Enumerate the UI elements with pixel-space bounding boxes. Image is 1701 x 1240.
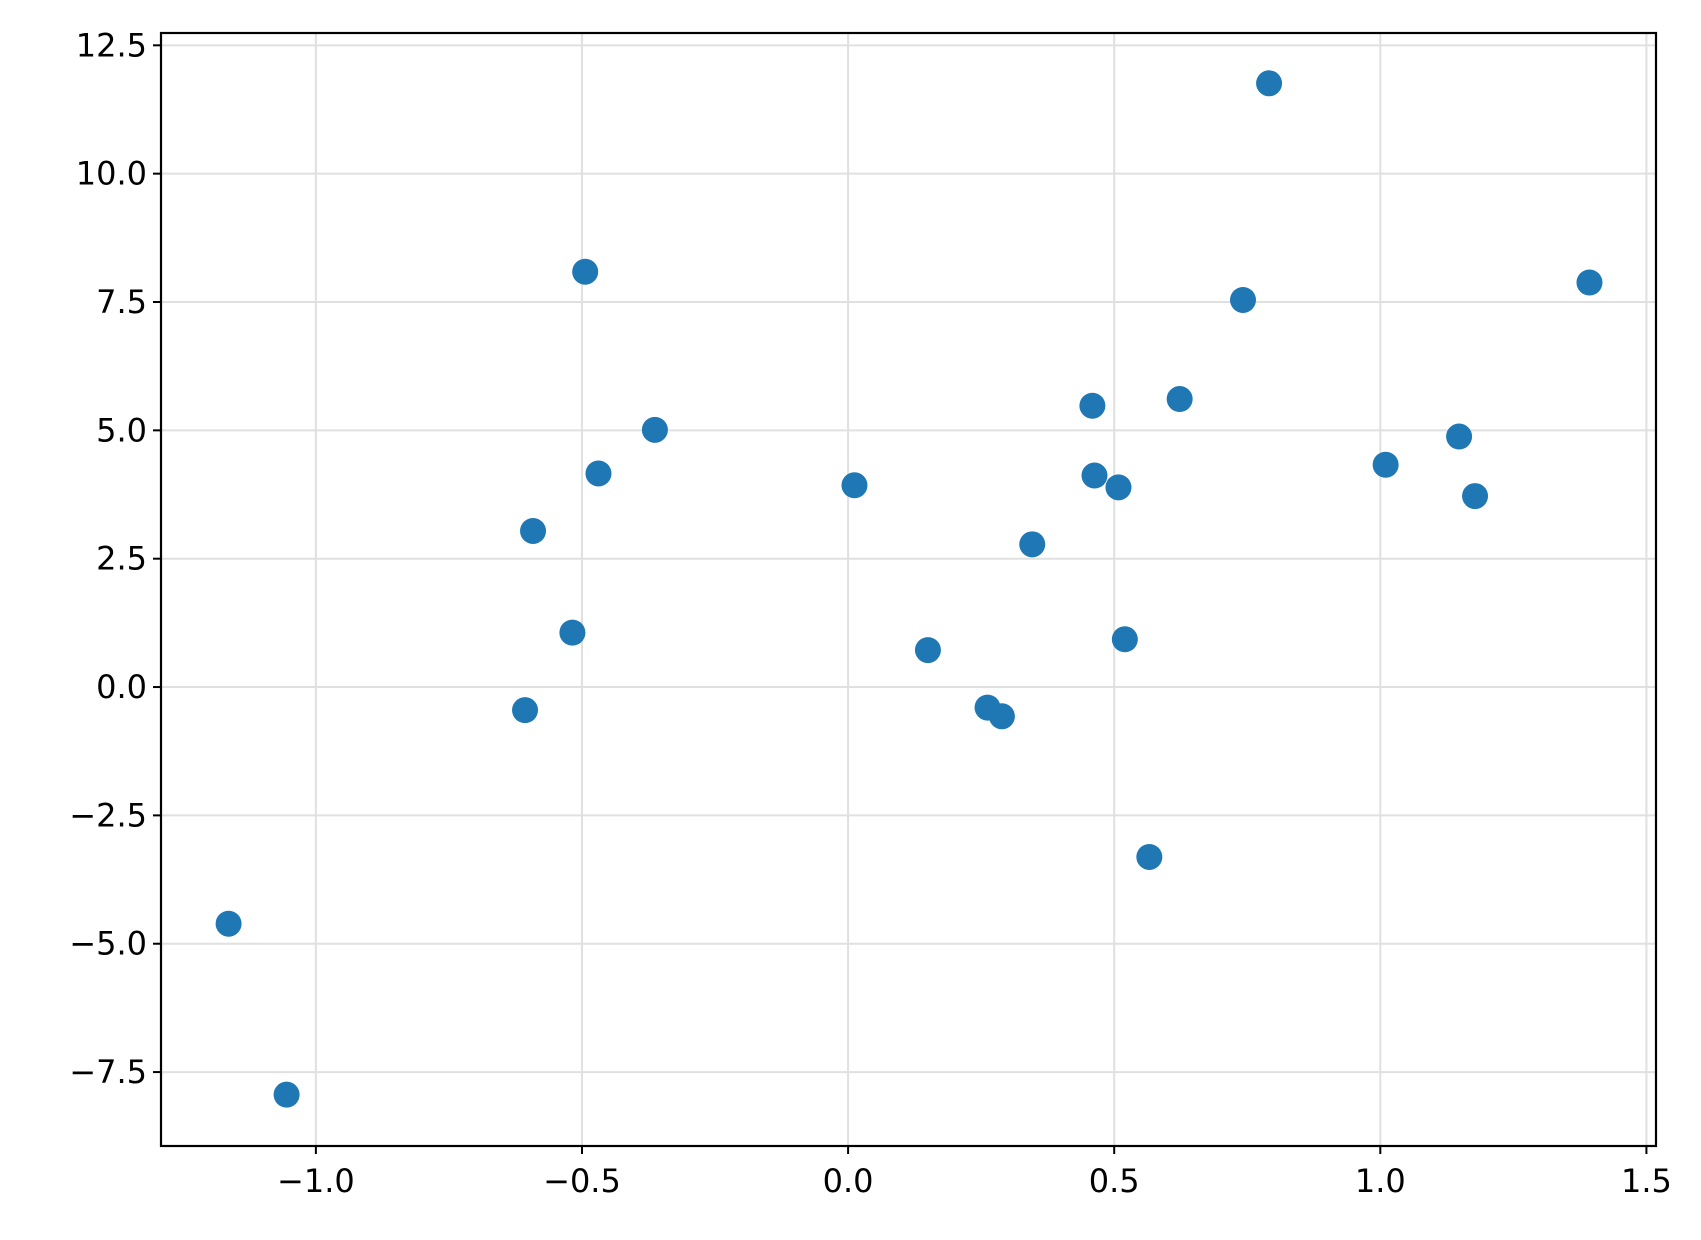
y-tick-label: 10.0 bbox=[76, 155, 147, 193]
point bbox=[1019, 531, 1046, 558]
axes-frame bbox=[159, 31, 1658, 1148]
y-tick-label: −2.5 bbox=[69, 796, 147, 834]
point bbox=[215, 910, 242, 937]
point bbox=[1079, 392, 1106, 419]
point bbox=[1372, 451, 1399, 478]
point bbox=[1256, 70, 1283, 97]
point bbox=[273, 1081, 300, 1108]
point bbox=[988, 703, 1015, 730]
x-tick-label: −1.0 bbox=[277, 1162, 355, 1200]
point bbox=[914, 637, 941, 664]
point bbox=[1166, 386, 1193, 413]
point bbox=[520, 517, 547, 544]
point bbox=[1462, 483, 1489, 510]
y-tick-label: 12.5 bbox=[76, 26, 147, 64]
y-tick-label: 7.5 bbox=[96, 283, 147, 321]
point bbox=[1576, 269, 1603, 296]
x-tick-label: −0.5 bbox=[543, 1162, 621, 1200]
point bbox=[512, 697, 539, 724]
point bbox=[585, 460, 612, 487]
point bbox=[841, 472, 868, 499]
x-tick-label: 0.0 bbox=[823, 1162, 874, 1200]
x-tick-label: 1.5 bbox=[1621, 1162, 1672, 1200]
point bbox=[572, 258, 599, 285]
point bbox=[1446, 423, 1473, 450]
y-tick-label: −5.0 bbox=[69, 925, 147, 963]
x-tick-label: 0.5 bbox=[1089, 1162, 1140, 1200]
x-tick-label: 1.0 bbox=[1355, 1162, 1406, 1200]
point bbox=[559, 619, 586, 646]
y-tick-label: 0.0 bbox=[96, 668, 147, 706]
point bbox=[1105, 474, 1132, 501]
y-tick-label: 2.5 bbox=[96, 540, 147, 578]
point bbox=[1136, 843, 1163, 870]
y-tick-label: −7.5 bbox=[69, 1053, 147, 1091]
point bbox=[1229, 286, 1256, 313]
y-tick-label: 5.0 bbox=[96, 411, 147, 449]
point bbox=[1081, 462, 1108, 489]
point bbox=[641, 416, 668, 443]
point bbox=[1111, 626, 1138, 653]
